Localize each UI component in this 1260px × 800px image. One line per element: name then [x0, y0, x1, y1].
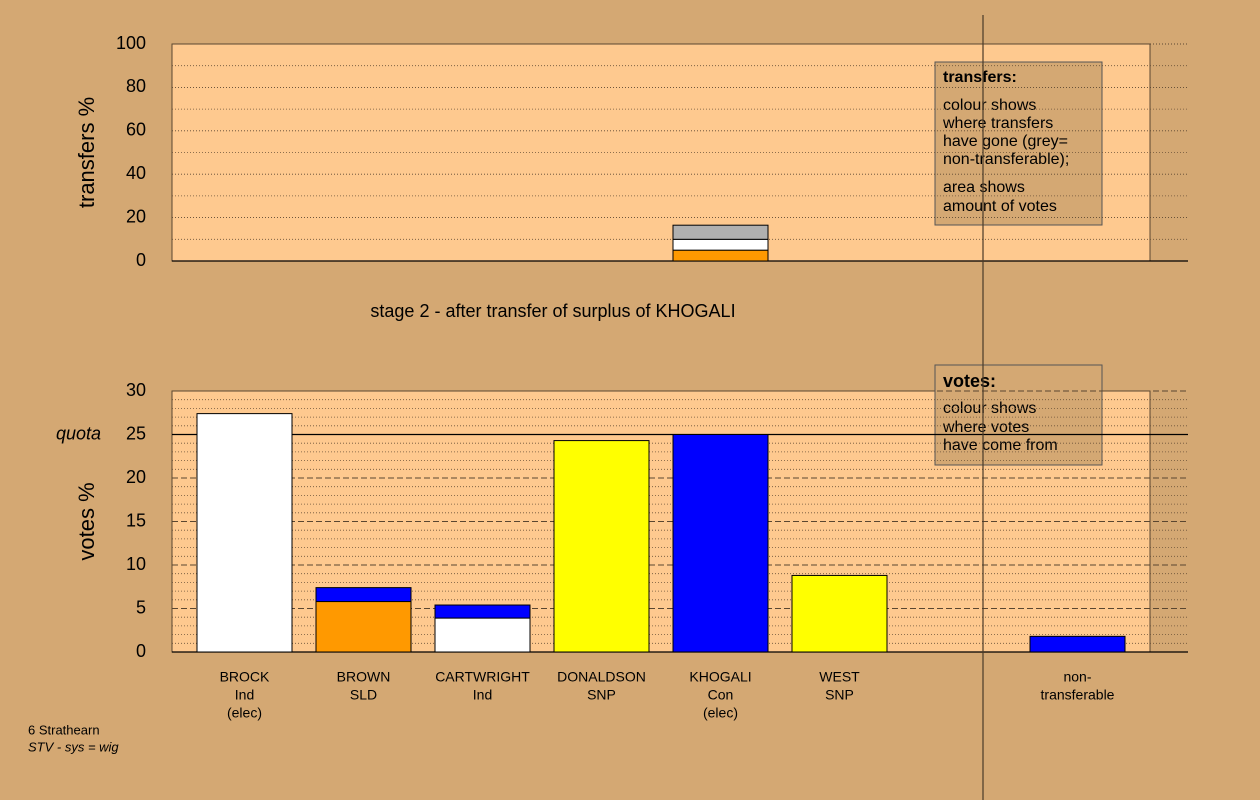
quota-label: quota	[56, 423, 101, 443]
x-tick-label: BROWN	[337, 669, 391, 685]
note-line: colour shows	[943, 400, 1036, 417]
note-line: have come from	[943, 437, 1058, 454]
y-tick-label: 0	[136, 641, 146, 661]
bar-segment	[315, 587, 412, 603]
note-line: where votes	[942, 419, 1029, 436]
y-tick-label: 0	[136, 250, 146, 270]
x-tick-label: BROCK	[220, 669, 270, 685]
note-line: colour shows	[943, 97, 1036, 114]
y-tick-label: 40	[126, 163, 146, 183]
y-tick-label: 100	[116, 33, 146, 53]
y-tick-label: 25	[126, 423, 146, 443]
x-tick-label: Ind	[473, 687, 492, 703]
note-line: amount of votes	[943, 198, 1057, 215]
x-tick-label: Con	[708, 687, 734, 703]
note-box	[934, 364, 1103, 466]
x-tick-label: DONALDSON	[557, 669, 646, 685]
footer-line: 6 Strathearn	[28, 722, 100, 737]
y-tick-label: 15	[126, 510, 146, 530]
bar-segment	[315, 601, 412, 653]
y-tick-label: 30	[126, 380, 146, 400]
y-tick-label: 20	[126, 206, 146, 226]
x-tick-label: CARTWRIGHT	[435, 669, 530, 685]
x-tick-label: transferable	[1041, 687, 1115, 703]
x-tick-label: (elec)	[703, 705, 738, 721]
bar-segment	[672, 224, 769, 240]
note-line: have gone (grey=	[943, 133, 1068, 150]
note-box	[934, 61, 1103, 226]
bar-segment	[1029, 635, 1126, 653]
x-tick-label: KHOGALI	[689, 669, 751, 685]
bar-segment	[434, 604, 531, 619]
y-tick-label: 20	[126, 467, 146, 487]
note-line: area shows	[943, 179, 1025, 196]
y-tick-label: 60	[126, 120, 146, 140]
votes-note: votes: colour shows where votes have com…	[934, 364, 1103, 466]
x-tick-label: WEST	[819, 669, 860, 685]
x-tick-label: (elec)	[227, 705, 262, 721]
bar-segment	[672, 434, 769, 653]
x-tick-label: SNP	[825, 687, 854, 703]
bar-segment	[196, 413, 293, 653]
y-tick-label: 80	[126, 76, 146, 96]
y-tick-label: 5	[136, 597, 146, 617]
note-line: where transfers	[942, 115, 1053, 132]
bar-segment	[672, 249, 769, 262]
x-tick-label: SNP	[587, 687, 616, 703]
footer-line: STV - sys = wig	[28, 739, 119, 754]
y-tick-label: 10	[126, 554, 146, 574]
bar-segment	[553, 440, 650, 653]
note-heading: transfers:	[943, 69, 1017, 86]
transfers-note: transfers: colour shows where transfers …	[934, 61, 1103, 226]
stage-title: stage 2 - after transfer of surplus of K…	[370, 301, 735, 321]
bar-segment	[434, 617, 531, 653]
x-tick-label: non-	[1063, 669, 1091, 685]
bar-segment	[672, 238, 769, 251]
y-axis-label: votes %	[74, 482, 99, 560]
y-axis-label: transfers %	[74, 97, 99, 208]
note-line: non-transferable);	[943, 151, 1069, 168]
note-heading: votes:	[943, 371, 996, 391]
x-tick-label: Ind	[235, 687, 254, 703]
x-tick-label: SLD	[350, 687, 377, 703]
bar-segment	[791, 574, 888, 653]
